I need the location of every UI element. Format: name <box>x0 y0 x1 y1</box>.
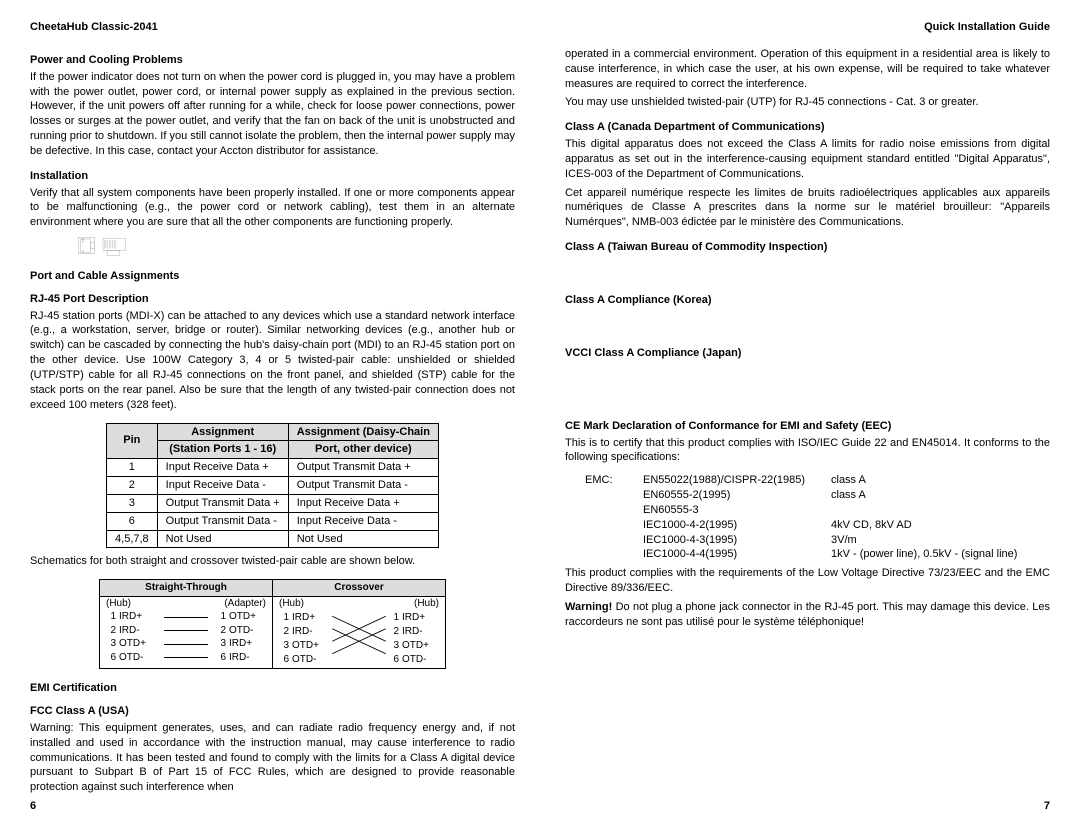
fcc-sub-title: FCC Class A (USA) <box>30 704 515 719</box>
daisy-header-a: Assignment (Daisy-Chain <box>288 423 438 441</box>
svg-text:7: 7 <box>82 241 84 243</box>
straight-header: Straight-Through <box>100 580 273 597</box>
emc-value-cell: 3V/m <box>831 533 1050 548</box>
installation-title: Installation <box>30 169 515 184</box>
canada-title: Class A (Canada Department of Communicat… <box>565 120 1050 135</box>
warning-para: Warning! Do not plug a phone jack connec… <box>565 600 1050 630</box>
pin-header: Pin <box>107 423 158 459</box>
rj45-diagram-icon: 8 7 1 <box>38 234 168 259</box>
emc-label-cell <box>585 503 635 518</box>
emc-spec-cell: IEC1000-4-2(1995) <box>643 518 823 533</box>
header-row-left: CheetaHub Classic-2041 <box>30 20 515 35</box>
cable-pin-right: 3OTD+ <box>389 638 439 652</box>
pin-assignment-table: Pin Assignment Assignment (Daisy-Chain (… <box>106 423 439 549</box>
korea-title: Class A Compliance (Korea) <box>565 293 1050 308</box>
japan-title: VCCI Class A Compliance (Japan) <box>565 346 1050 361</box>
warning-label: Warning! <box>565 601 612 613</box>
cable-pin-right: 1IRD+ <box>389 610 439 624</box>
cable-pin-left: 6OTD- <box>279 652 329 666</box>
cable-pin-left: 3OTD+ <box>279 638 329 652</box>
installation-body: Verify that all system components have b… <box>30 186 515 231</box>
header-row-right: Quick Installation Guide <box>565 20 1050 35</box>
emc-spec-grid: EMC: EN55022(1988)/CISPR-22(1985) class A E… <box>585 473 1050 562</box>
cable-row: 3OTD+3IRD+ <box>106 637 266 651</box>
table-row: 3Output Transmit Data +Input Receive Dat… <box>107 494 439 512</box>
assign-header-a: Assignment <box>157 423 288 441</box>
st-right-label: (Adapter) <box>224 597 266 611</box>
page-num-left: 6 <box>30 799 515 814</box>
cable-row: 6OTD-6IRD- <box>106 651 266 665</box>
left-column: CheetaHub Classic-2041 Power and Cooling… <box>30 20 515 814</box>
doc-title: CheetaHub Classic-2041 <box>30 20 158 35</box>
fcc-body: Warning: This equipment generates, uses,… <box>30 721 515 795</box>
cable-schematic-table: Straight-Through Crossover (Hub) (Adapte… <box>99 579 446 669</box>
table-row: 2Input Receive Data -Output Transmit Dat… <box>107 477 439 495</box>
emc-value-cell: class A <box>831 473 1050 488</box>
emc-label-cell <box>585 547 635 562</box>
schematic-caption: Schematics for both straight and crossov… <box>30 554 515 569</box>
daisy-header-b: Port, other device) <box>288 441 438 459</box>
canada-body2: Cet appareil numérique respecte les limi… <box>565 186 1050 231</box>
emc-label-cell <box>585 533 635 548</box>
assign-header-b: (Station Ports 1 - 16) <box>157 441 288 459</box>
crossover-header: Crossover <box>273 580 446 597</box>
table-row: 1Input Receive Data +Output Transmit Dat… <box>107 459 439 477</box>
rj45-body: RJ-45 station ports (MDI-X) can be attac… <box>30 309 515 413</box>
rj45-sub-title: RJ-45 Port Description <box>30 292 515 307</box>
cable-row: 2IRD-2OTD- <box>106 624 266 638</box>
emc-label-cell <box>585 518 635 533</box>
doc-subtitle: Quick Installation Guide <box>924 20 1050 35</box>
ce-body1: This is to certify that this product com… <box>565 436 1050 466</box>
right-p1: operated in a commercial environment. Op… <box>565 47 1050 92</box>
page-num-right: 7 <box>565 799 1050 814</box>
emc-spec-cell: EN60555-2(1995) <box>643 488 823 503</box>
cable-pin-left: 2IRD- <box>279 624 329 638</box>
co-label-row: (Hub) (Hub) <box>279 597 439 611</box>
canada-body1: This digital apparatus does not exceed t… <box>565 137 1050 182</box>
emc-label-cell: EMC: <box>585 473 635 488</box>
emc-value-cell: class A <box>831 488 1050 503</box>
taiwan-title: Class A (Taiwan Bureau of Commodity Insp… <box>565 240 1050 255</box>
warning-body: Do not plug a phone jack connector in th… <box>565 601 1050 628</box>
st-label-row: (Hub) (Adapter) <box>106 597 266 611</box>
emi-cert-title: EMI Certification <box>30 681 515 696</box>
emc-value-cell: 4kV CD, 8kV AD <box>831 518 1050 533</box>
power-cooling-title: Power and Cooling Problems <box>30 53 515 68</box>
power-cooling-body: If the power indicator does not turn on … <box>30 70 515 159</box>
korea-placeholder <box>565 310 1050 340</box>
port-cable-title: Port and Cable Assignments <box>30 269 515 284</box>
ce-body2: This product complies with the requireme… <box>565 566 1050 596</box>
emc-value-cell: 1kV - (power line), 0.5kV - (signal line… <box>831 547 1050 562</box>
cable-pin-right: 2IRD- <box>389 624 439 638</box>
emc-label-cell <box>585 488 635 503</box>
cable-row: 1IRD+1OTD+ <box>106 610 266 624</box>
right-p2: You may use unshielded twisted-pair (UTP… <box>565 95 1050 110</box>
emc-spec-cell: EN60555-3 <box>643 503 823 518</box>
st-left-label: (Hub) <box>106 597 131 611</box>
crossover-lines-icon <box>329 610 389 660</box>
ce-title: CE Mark Declaration of Conformance for E… <box>565 419 1050 434</box>
emc-value-cell <box>831 503 1050 518</box>
emc-spec-cell: IEC1000-4-3(1995) <box>643 533 823 548</box>
table-row: 4,5,7,8Not UsedNot Used <box>107 530 439 548</box>
emc-spec-cell: EN55022(1988)/CISPR-22(1985) <box>643 473 823 488</box>
japan-placeholder <box>565 363 1050 413</box>
taiwan-placeholder <box>565 257 1050 287</box>
cable-pin-left: 1IRD+ <box>279 610 329 624</box>
table-row: 6Output Transmit Data -Input Receive Dat… <box>107 512 439 530</box>
co-left-label: (Hub) <box>279 597 304 611</box>
right-column: Quick Installation Guide operated in a c… <box>565 20 1050 814</box>
co-right-label: (Hub) <box>414 597 439 611</box>
cable-pin-right: 6OTD- <box>389 652 439 666</box>
emc-spec-cell: IEC1000-4-4(1995) <box>643 547 823 562</box>
